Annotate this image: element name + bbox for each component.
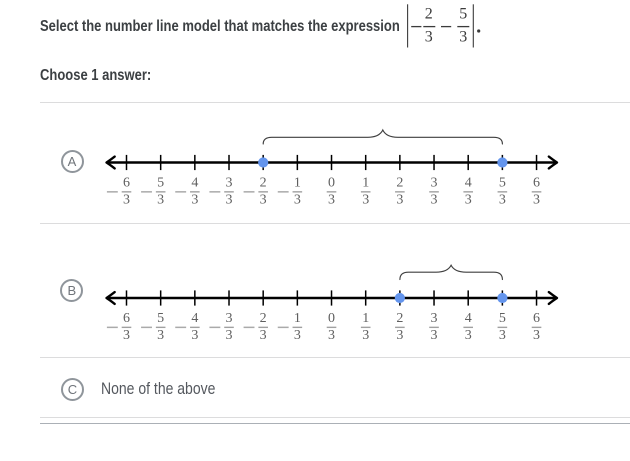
svg-text:1: 1	[362, 175, 369, 190]
svg-text:3: 3	[123, 193, 130, 208]
svg-text:3: 3	[533, 328, 540, 343]
svg-text:3: 3	[226, 175, 233, 190]
svg-text:3: 3	[431, 175, 438, 190]
svg-text:3: 3	[431, 311, 438, 326]
svg-text:3: 3	[396, 328, 403, 343]
svg-text:3: 3	[431, 328, 438, 343]
svg-text:3: 3	[465, 193, 472, 208]
svg-text:1: 1	[294, 175, 301, 190]
svg-text:6: 6	[533, 311, 540, 326]
svg-text:3: 3	[328, 328, 335, 343]
svg-text:1: 1	[362, 311, 369, 326]
svg-text:3: 3	[191, 328, 198, 343]
svg-text:4: 4	[465, 175, 472, 190]
svg-text:2: 2	[396, 311, 403, 326]
svg-text:3: 3	[533, 193, 540, 208]
svg-text:3: 3	[431, 193, 438, 208]
svg-text:5: 5	[157, 175, 164, 190]
svg-text:3: 3	[328, 193, 335, 208]
svg-text:2: 2	[396, 175, 403, 190]
svg-text:3: 3	[294, 328, 301, 343]
svg-text:3: 3	[191, 193, 198, 208]
svg-text:6: 6	[123, 311, 130, 326]
svg-text:3: 3	[260, 193, 267, 208]
svg-text:5: 5	[157, 311, 164, 326]
svg-text:5: 5	[499, 175, 506, 190]
svg-text:3: 3	[260, 328, 267, 343]
svg-text:2: 2	[260, 311, 267, 326]
svg-text:3: 3	[294, 193, 301, 208]
svg-text:0: 0	[328, 175, 335, 190]
svg-text:3: 3	[425, 29, 433, 46]
svg-text:3: 3	[459, 29, 467, 46]
svg-text:3: 3	[362, 193, 369, 208]
svg-text:3: 3	[123, 328, 130, 343]
svg-text:3: 3	[362, 328, 369, 343]
svg-text:3: 3	[157, 193, 164, 208]
svg-text:0: 0	[328, 311, 335, 326]
svg-text:3: 3	[396, 193, 403, 208]
svg-text:4: 4	[191, 311, 198, 326]
svg-text:3: 3	[226, 328, 233, 343]
svg-text:2: 2	[425, 5, 433, 22]
svg-text:5: 5	[459, 5, 467, 22]
svg-text:5: 5	[499, 311, 506, 326]
svg-text:6: 6	[533, 175, 540, 190]
svg-text:1: 1	[294, 311, 301, 326]
svg-text:3: 3	[465, 328, 472, 343]
svg-text:3: 3	[499, 193, 506, 208]
svg-text:3: 3	[226, 193, 233, 208]
svg-text:3: 3	[157, 328, 164, 343]
svg-text:6: 6	[123, 175, 130, 190]
svg-text:3: 3	[499, 328, 506, 343]
svg-text:2: 2	[260, 175, 267, 190]
svg-text:4: 4	[191, 175, 198, 190]
svg-text:3: 3	[226, 311, 233, 326]
svg-text:4: 4	[465, 311, 472, 326]
